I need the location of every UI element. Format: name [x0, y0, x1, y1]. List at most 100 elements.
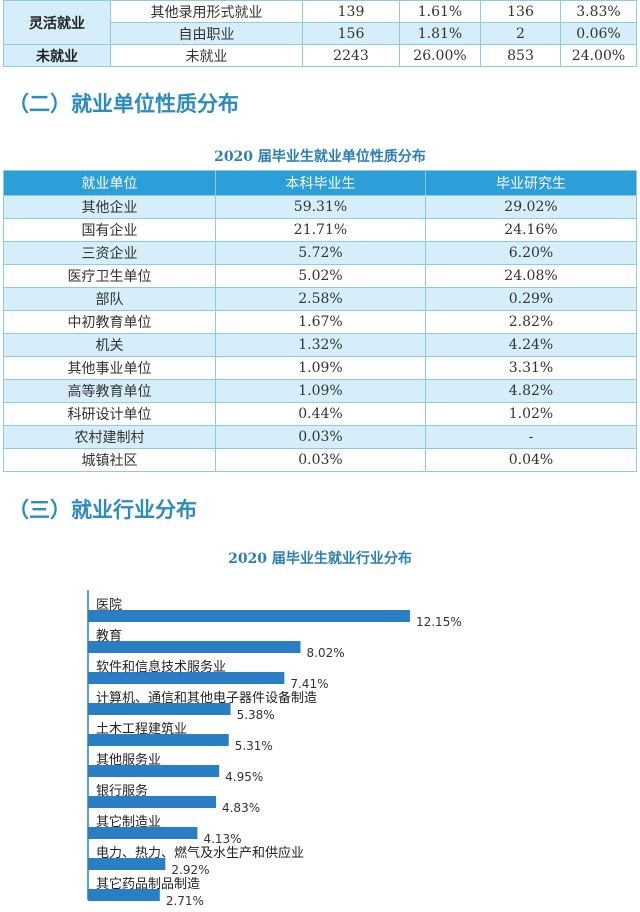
cell: 部队 — [3, 287, 216, 311]
table-row: 高等教育单位 1.09% 4.82% — [3, 379, 637, 403]
cell: 1.09% — [215, 356, 426, 380]
cell: 0.06% — [560, 22, 637, 45]
cell: 0.03% — [215, 425, 426, 449]
cell: 1.02% — [425, 402, 637, 426]
cell: 3.31% — [425, 356, 637, 380]
cell: 其他企业 — [3, 195, 216, 219]
cell: 24.08% — [425, 264, 637, 288]
cell: 156 — [302, 22, 400, 45]
cell: 1.81% — [399, 22, 481, 45]
bar — [88, 796, 216, 808]
category-label: 医院 — [96, 598, 122, 613]
cell: 4.82% — [425, 379, 637, 403]
cell: 1.61% — [399, 0, 481, 23]
table-row: 其他企业 59.31% 29.02% — [3, 195, 637, 219]
cell: 科研设计单位 — [3, 402, 216, 426]
cell: 5.02% — [215, 264, 426, 288]
category-label: 教育 — [96, 628, 122, 644]
cell: 21.71% — [215, 218, 426, 242]
category-label: 计算机、通信和其他电子器件设备制造 — [96, 690, 317, 706]
value-label: 4.95% — [225, 770, 263, 784]
cell: - — [425, 425, 637, 449]
cell: 4.24% — [425, 333, 637, 357]
cell: 未就业 — [110, 44, 303, 67]
category-label: 其他服务业 — [96, 752, 161, 768]
cell: 中初教育单位 — [3, 310, 216, 334]
cell: 3.83% — [560, 0, 637, 23]
category-label: 其它药品制品制造 — [96, 876, 200, 892]
cell: 医疗卫生单位 — [3, 264, 216, 288]
cell: 自由职业 — [110, 22, 303, 45]
category-label: 银行服务 — [96, 783, 148, 799]
category-cell: 未就业 — [3, 44, 111, 67]
value-label: 8.02% — [307, 646, 345, 660]
value-label: 2.71% — [166, 894, 204, 905]
header-cell: 就业单位 — [3, 170, 216, 196]
cell: 26.00% — [399, 44, 481, 67]
cell: 59.31% — [215, 195, 426, 219]
cell: 0.03% — [215, 448, 426, 472]
bar — [88, 889, 160, 901]
table-row: 科研设计单位 0.44% 1.02% — [3, 402, 637, 426]
cell: 0.04% — [425, 448, 637, 472]
section-heading: （三）就业行业分布 — [8, 498, 197, 522]
bar — [88, 610, 410, 622]
value-label: 12.15% — [416, 615, 462, 629]
employment-table: 灵活就业 其他录用形式就业 139 1.61% 136 3.83% 自由职业 156 1.8… — [3, 0, 637, 67]
cell: 29.02% — [425, 195, 637, 219]
cell: 2.82% — [425, 310, 637, 334]
bar — [88, 765, 220, 777]
bar — [88, 827, 198, 839]
value-label: 5.31% — [235, 739, 273, 753]
cell: 其他事业单位 — [3, 356, 216, 380]
cell: 853 — [480, 44, 561, 67]
table-row: 医疗卫生单位 5.02% 24.08% — [3, 264, 637, 288]
cell: 24.00% — [560, 44, 637, 67]
category-label: 其它制造业 — [96, 814, 161, 830]
unit-nature-table: 就业单位 本科毕业生 毕业研究生 其他企业 59.31% 29.02% 国有企业 21.71… — [3, 170, 637, 472]
category-cell: 灵活就业 — [3, 0, 111, 45]
cell: 139 — [302, 0, 400, 23]
table-row: 中初教育单位 1.67% 2.82% — [3, 310, 637, 334]
cell: 城镇社区 — [3, 448, 216, 472]
cell: 三资企业 — [3, 241, 216, 265]
table-row: 城镇社区 0.03% 0.04% — [3, 448, 637, 472]
table-row: 国有企业 21.71% 24.16% — [3, 218, 637, 242]
table-caption: 2020 届毕业生就业单位性质分布 — [214, 149, 426, 165]
bar — [88, 641, 301, 653]
industry-bar-chart: 医院 12.15% 教育 8.02% 软件和信息技术服务业 7.41%计算机、通信和其他电… — [87, 590, 462, 905]
cell: 6.20% — [425, 241, 637, 265]
cell: 2243 — [302, 44, 400, 67]
cell: 0.44% — [215, 402, 426, 426]
table-row: 农村建制村 0.03% - — [3, 425, 637, 449]
header-cell: 本科毕业生 — [215, 170, 426, 196]
table-row: 其他事业单位 1.09% 3.31% — [3, 356, 637, 380]
cell: 1.32% — [215, 333, 426, 357]
header-cell: 毕业研究生 — [425, 170, 637, 196]
cell: 2 — [480, 22, 561, 45]
value-label: 7.41% — [290, 677, 328, 691]
table-row: 机关 1.32% 4.24% — [3, 333, 637, 357]
chart-title: 2020 届毕业生就业行业分布 — [228, 551, 412, 567]
bar — [88, 672, 285, 684]
cell: 国有企业 — [3, 218, 216, 242]
cell: 2.58% — [215, 287, 426, 311]
cell: 0.29% — [425, 287, 637, 311]
cell: 5.72% — [215, 241, 426, 265]
cell: 1.67% — [215, 310, 426, 334]
value-label: 5.38% — [237, 708, 275, 722]
cell: 1.09% — [215, 379, 426, 403]
table-row: 部队 2.58% 0.29% — [3, 287, 637, 311]
cell: 24.16% — [425, 218, 637, 242]
value-label: 2.92% — [171, 863, 209, 877]
bar — [88, 703, 231, 715]
cell: 机关 — [3, 333, 216, 357]
value-label: 4.83% — [222, 801, 260, 815]
table-row: 三资企业 5.72% 6.20% — [3, 241, 637, 265]
value-label: 4.13% — [203, 832, 241, 846]
section-heading: （二）就业单位性质分布 — [8, 92, 239, 116]
cell: 高等教育单位 — [3, 379, 216, 403]
cell: 农村建制村 — [3, 425, 216, 449]
bar — [88, 858, 166, 870]
bar — [88, 734, 229, 746]
